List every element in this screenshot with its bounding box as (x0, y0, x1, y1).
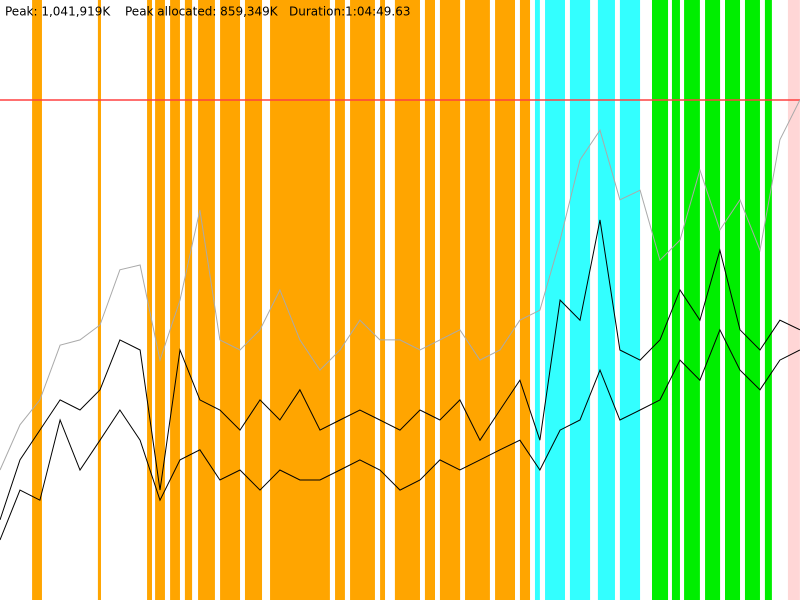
event-band (764, 0, 772, 600)
event-band (705, 0, 721, 600)
event-band (380, 0, 386, 600)
peak-text: Peak: 1,041,919K (5, 5, 111, 19)
event-band (495, 0, 516, 600)
event-band (270, 0, 330, 600)
event-band (220, 0, 241, 600)
event-band (394, 0, 420, 600)
lines (0, 99, 800, 541)
memory-line (0, 328, 800, 541)
event-band (545, 0, 565, 600)
event-band (335, 0, 345, 600)
event-band (170, 0, 180, 600)
memory-line (0, 99, 800, 471)
event-band (184, 0, 193, 600)
event-band (534, 0, 540, 600)
event-band (147, 0, 152, 600)
event-band (465, 0, 490, 600)
event-band (244, 0, 263, 600)
event-band (619, 0, 641, 600)
event-band (787, 0, 800, 600)
event-band (97, 0, 101, 600)
event-band (597, 0, 615, 600)
event-band (424, 0, 436, 600)
duration-text: Duration:1:04:49.63 (289, 5, 411, 19)
event-band (519, 0, 531, 600)
event-band (744, 0, 760, 600)
memory-line (0, 219, 800, 521)
event-band (155, 0, 165, 600)
event-band (651, 0, 669, 600)
event-band (684, 0, 700, 600)
event-band (439, 0, 461, 600)
event-band (198, 0, 215, 600)
event-band (350, 0, 375, 600)
peak-allocated-text: Peak allocated: 859,349K (125, 5, 279, 19)
event-band (32, 0, 42, 600)
event-band (569, 0, 591, 600)
